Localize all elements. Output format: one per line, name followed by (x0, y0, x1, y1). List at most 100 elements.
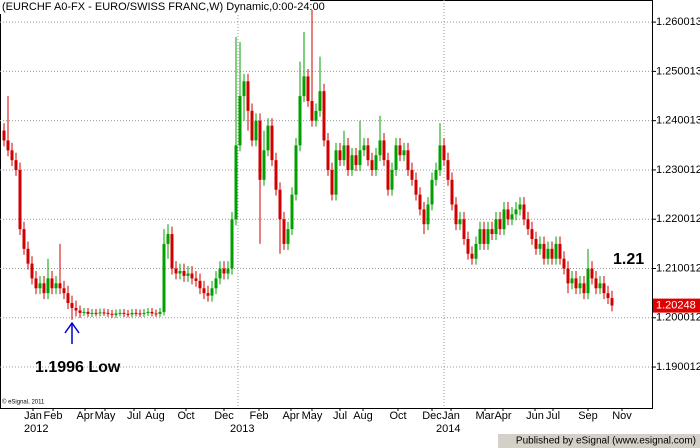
x-tick-label: Nov (612, 410, 632, 422)
candle-body (366, 145, 370, 161)
candle-body (10, 150, 14, 161)
footer: Published by eSignal (www.esignal.com) (516, 436, 696, 447)
candle-body (374, 155, 378, 170)
candle-body (194, 278, 198, 281)
candle-body (206, 293, 210, 296)
year-label: 2013 (230, 423, 254, 435)
candle-body (126, 313, 130, 315)
candle-body (218, 268, 222, 279)
candle-body (50, 278, 54, 289)
candle-body (114, 313, 118, 315)
candle-body (386, 160, 390, 190)
candle-body (122, 312, 126, 314)
x-tick-label: May (95, 410, 116, 422)
candle-body (54, 283, 58, 289)
candle-body (526, 219, 530, 230)
candle-body (202, 288, 206, 294)
candle-body (266, 125, 270, 151)
candle-body (498, 219, 502, 230)
y-tick-label: 1.220012 (656, 213, 700, 225)
candle-body (110, 313, 114, 315)
y-tick-label: 1.200012 (656, 312, 700, 324)
y-tick-label: 1.260013 (656, 16, 700, 28)
candle-body (330, 170, 334, 195)
candle-body (570, 278, 574, 284)
candle-body (142, 312, 146, 314)
candle-body (298, 96, 302, 146)
candle-body (594, 278, 598, 289)
candle-body (542, 243, 546, 259)
candle-body (430, 179, 434, 205)
candle-body (118, 312, 122, 314)
candle-body (458, 219, 462, 225)
candle-body (418, 194, 422, 210)
copyright: © eSignal, 2011 (2, 399, 45, 406)
candle-body (102, 312, 106, 314)
last-price-label: 1.20248 (656, 300, 696, 312)
candle-body (318, 91, 322, 111)
candle-body (234, 145, 238, 220)
candle-body (518, 204, 522, 210)
x-tick-label: Jan (442, 410, 460, 422)
candle-body (306, 76, 310, 102)
candle-body (482, 229, 486, 244)
candle-body (598, 283, 602, 289)
candle-body (370, 160, 374, 170)
candle-body (338, 150, 342, 161)
candle-body (538, 243, 542, 249)
candle-body (494, 219, 498, 235)
candle-body (106, 312, 110, 314)
x-tick-label: Jun (526, 410, 544, 422)
candle-body (230, 219, 234, 269)
candle-body (346, 145, 350, 170)
candle-body (486, 229, 490, 244)
x-tick-label: Oct (177, 410, 194, 422)
candle-body (578, 283, 582, 289)
candle-body (90, 312, 94, 314)
candle-body (174, 268, 178, 274)
candle-body (514, 209, 518, 215)
candle-body (522, 204, 526, 220)
candle-body (42, 283, 46, 294)
candle-body (294, 145, 298, 195)
candle-body (378, 140, 382, 156)
candle-body (98, 312, 102, 314)
candle-body (78, 310, 82, 313)
candle-body (586, 268, 590, 294)
candle-body (422, 209, 426, 225)
candle-body (406, 150, 410, 170)
x-tick-label: Apr (494, 410, 511, 422)
candle-body (414, 179, 418, 195)
candle-body (610, 298, 614, 306)
candle-body (150, 311, 154, 314)
candle-body (6, 140, 10, 151)
candle-body (66, 293, 70, 304)
candle-body (94, 312, 98, 314)
x-tick-label: Aug (353, 410, 373, 422)
x-tick-label: Aug (145, 410, 165, 422)
candle-body (166, 234, 170, 244)
candle-body (170, 234, 174, 269)
candle-body (282, 219, 286, 244)
candle-body (74, 307, 78, 311)
candle-body (478, 229, 482, 244)
candle-body (546, 248, 550, 259)
candle-body (286, 229, 290, 244)
title-bg (0, 0, 310, 14)
candle-body (62, 288, 66, 294)
last-price-box (653, 298, 700, 313)
candle-body (554, 243, 558, 259)
candle-body (70, 303, 74, 308)
candle-body (454, 204, 458, 225)
x-tick-label: Feb (44, 410, 63, 422)
candle-body (278, 189, 282, 220)
x-tick-label: Dec (422, 410, 442, 422)
candle-body (550, 248, 554, 259)
candle-body (462, 219, 466, 239)
candle-body (350, 155, 354, 170)
candle-body (210, 288, 214, 296)
candle-body (26, 248, 30, 264)
candle-body (46, 278, 50, 294)
x-tick-label: Jul (127, 410, 141, 422)
